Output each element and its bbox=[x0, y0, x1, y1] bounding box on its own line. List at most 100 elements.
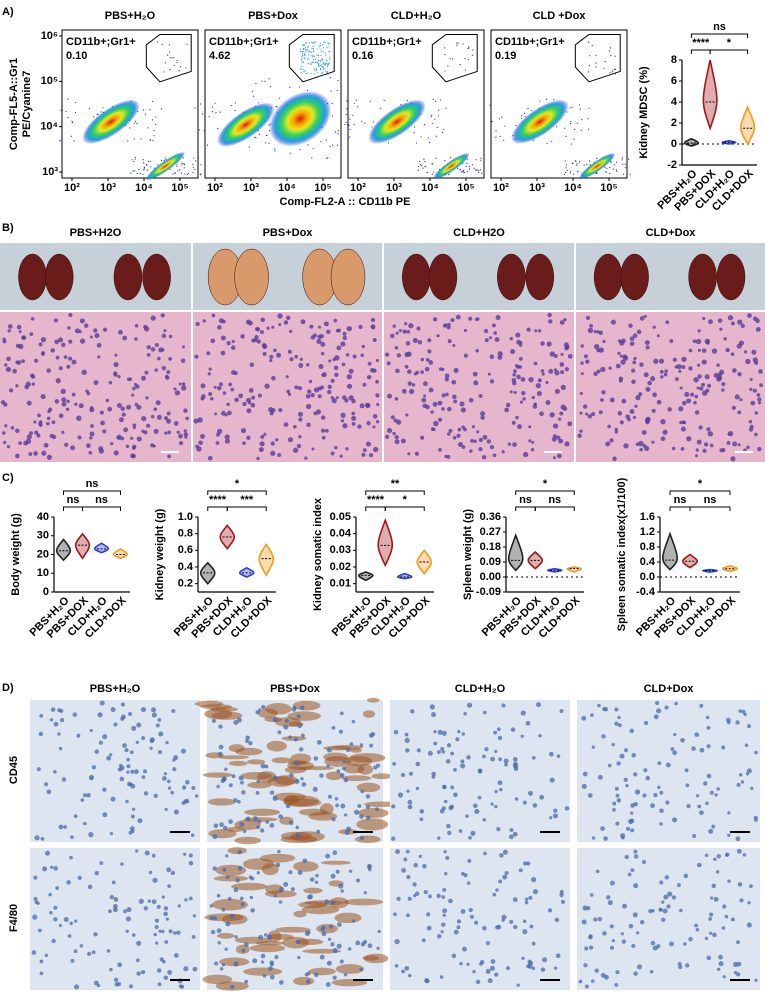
nucleus bbox=[96, 342, 102, 348]
nucleus bbox=[584, 984, 589, 989]
event-dot bbox=[149, 139, 151, 141]
nucleus bbox=[146, 345, 151, 350]
nucleus bbox=[339, 959, 344, 964]
nucleus bbox=[448, 805, 454, 811]
event-dot bbox=[143, 168, 145, 170]
nucleus bbox=[39, 959, 44, 964]
nucleus bbox=[478, 437, 483, 443]
nucleus bbox=[754, 978, 758, 982]
nucleus bbox=[757, 397, 762, 402]
nucleus bbox=[125, 916, 131, 922]
nucleus bbox=[80, 798, 85, 802]
nucleus bbox=[478, 394, 483, 398]
nucleus bbox=[319, 773, 324, 778]
nucleus bbox=[276, 352, 282, 358]
nucleus bbox=[735, 836, 741, 842]
nucleus bbox=[94, 870, 99, 876]
nucleus bbox=[642, 793, 647, 798]
nucleus bbox=[705, 801, 709, 806]
nucleus bbox=[437, 400, 443, 406]
stain bbox=[211, 898, 248, 911]
nucleus bbox=[167, 884, 172, 888]
nucleus bbox=[107, 406, 113, 412]
nucleus bbox=[433, 741, 438, 746]
nucleus bbox=[549, 777, 555, 783]
event-dot bbox=[307, 144, 309, 146]
nucleus bbox=[218, 318, 225, 324]
nucleus bbox=[453, 399, 458, 404]
nucleus bbox=[367, 943, 373, 949]
gated-dot bbox=[327, 41, 329, 43]
nucleus bbox=[177, 904, 181, 908]
event-dot bbox=[369, 100, 371, 102]
nucleus bbox=[79, 944, 84, 948]
nucleus bbox=[730, 917, 735, 922]
nucleus bbox=[743, 350, 748, 354]
gated-dot bbox=[310, 62, 312, 64]
nucleus bbox=[426, 925, 432, 931]
nucleus bbox=[520, 710, 526, 716]
nucleus bbox=[501, 914, 507, 920]
nucleus bbox=[486, 439, 491, 444]
nucleus bbox=[522, 397, 526, 401]
nucleus bbox=[141, 736, 146, 741]
event-dot bbox=[67, 116, 69, 119]
nucleus bbox=[579, 391, 583, 396]
event-dot bbox=[145, 163, 147, 166]
nucleus bbox=[602, 931, 607, 936]
nucleus bbox=[470, 830, 476, 836]
event-dot bbox=[211, 111, 214, 113]
panel-label: C) bbox=[2, 472, 14, 484]
nucleus bbox=[697, 363, 701, 367]
nucleus bbox=[425, 404, 430, 410]
nucleus bbox=[112, 907, 118, 913]
nucleus bbox=[158, 750, 163, 755]
nucleus bbox=[473, 439, 477, 444]
nucleus bbox=[226, 402, 230, 407]
nucleus bbox=[526, 327, 531, 332]
nucleus bbox=[629, 336, 635, 342]
x-tick-label: 10² bbox=[64, 182, 80, 194]
nucleus bbox=[403, 857, 408, 862]
nucleus bbox=[667, 407, 672, 412]
y-tick-label: 6 bbox=[671, 75, 677, 87]
event-dot bbox=[212, 106, 214, 108]
event-dot bbox=[565, 167, 567, 169]
histology-image bbox=[384, 312, 574, 462]
gated-dot bbox=[610, 54, 612, 57]
nucleus bbox=[489, 965, 495, 971]
nucleus bbox=[444, 323, 448, 327]
event-dot bbox=[150, 166, 152, 168]
nucleus bbox=[522, 861, 528, 866]
nucleus bbox=[726, 441, 731, 445]
nucleus bbox=[33, 420, 37, 424]
nucleus bbox=[252, 816, 258, 822]
event-dot bbox=[176, 165, 178, 168]
nucleus bbox=[632, 912, 638, 918]
gated-dot bbox=[595, 62, 597, 64]
nucleus bbox=[58, 824, 64, 830]
nucleus bbox=[288, 870, 293, 875]
nucleus bbox=[609, 924, 614, 929]
nucleus bbox=[612, 456, 617, 462]
stain bbox=[202, 772, 233, 778]
nucleus bbox=[15, 384, 19, 388]
nucleus bbox=[225, 921, 231, 927]
gated-dot bbox=[299, 50, 301, 53]
nucleus bbox=[672, 750, 678, 756]
nucleus bbox=[183, 429, 187, 433]
nucleus bbox=[560, 370, 565, 375]
nucleus bbox=[158, 347, 164, 353]
nucleus bbox=[150, 315, 156, 321]
nucleus bbox=[428, 387, 434, 393]
stain bbox=[249, 944, 286, 953]
nucleus bbox=[339, 711, 344, 716]
nucleus bbox=[83, 323, 89, 328]
event-dot bbox=[473, 167, 475, 169]
nucleus bbox=[113, 903, 118, 909]
kidney bbox=[234, 248, 269, 306]
nucleus bbox=[265, 820, 270, 824]
event-dot bbox=[254, 136, 256, 138]
nucleus bbox=[357, 803, 362, 808]
nucleus bbox=[264, 383, 270, 389]
